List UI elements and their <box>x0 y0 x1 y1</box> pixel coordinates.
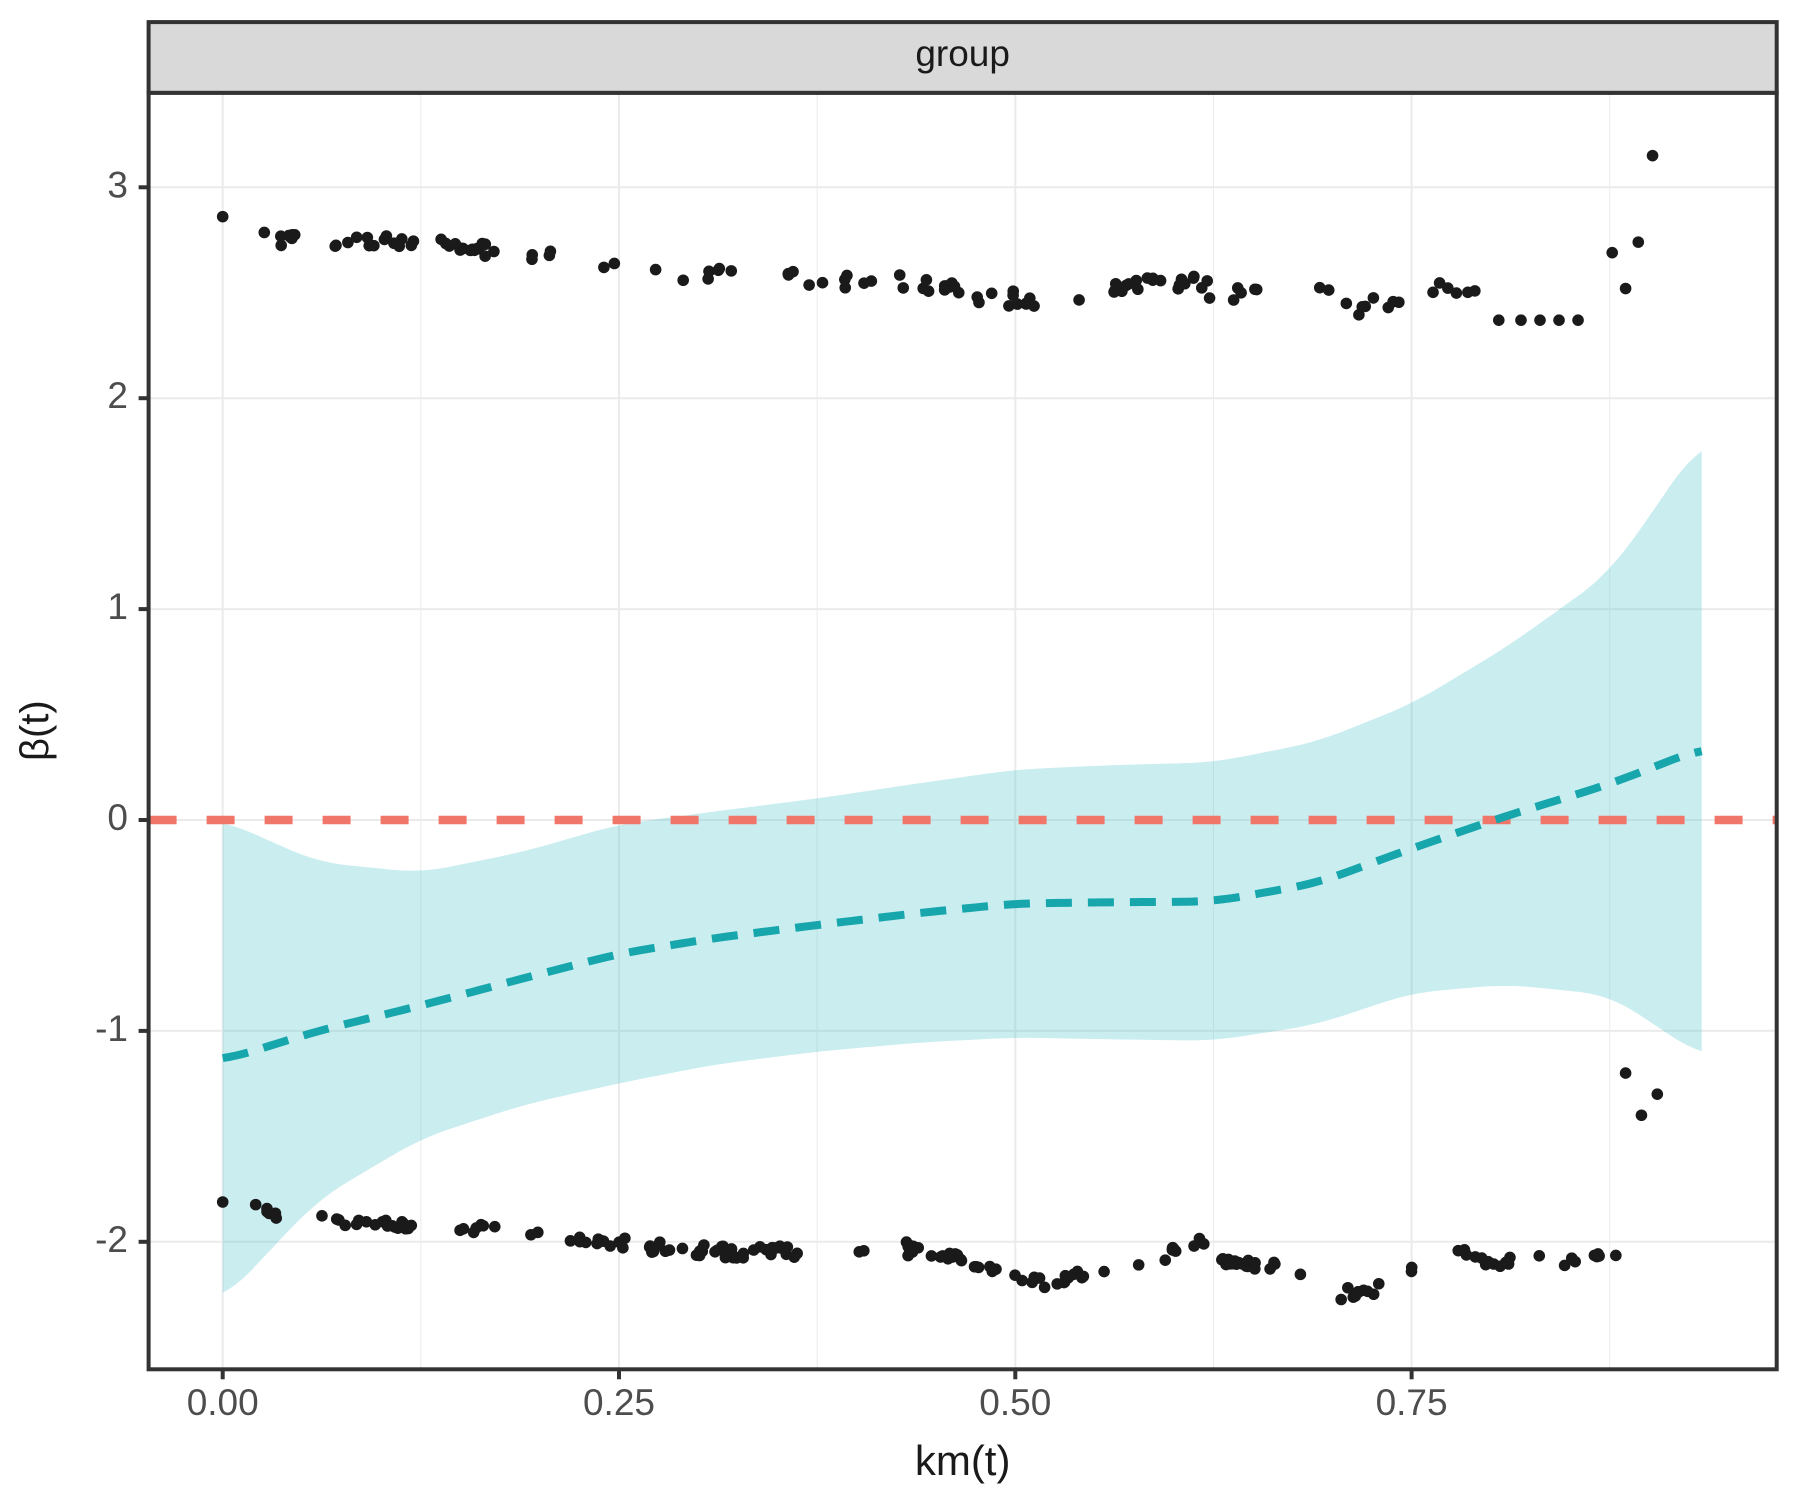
svg-text:0.00: 0.00 <box>187 1382 259 1423</box>
svg-text:3: 3 <box>107 164 128 205</box>
svg-text:0.25: 0.25 <box>583 1382 655 1423</box>
svg-text:0: 0 <box>107 797 128 838</box>
svg-text:-2: -2 <box>95 1219 128 1260</box>
svg-text:group: group <box>915 33 1010 74</box>
svg-text:0.75: 0.75 <box>1376 1382 1448 1423</box>
svg-text:2: 2 <box>107 375 128 416</box>
svg-text:0.50: 0.50 <box>979 1382 1051 1423</box>
svg-text:km(t): km(t) <box>915 1437 1011 1484</box>
svg-text:β(t): β(t) <box>13 700 57 761</box>
svg-text:-1: -1 <box>95 1008 128 1049</box>
svg-text:1: 1 <box>107 586 128 627</box>
